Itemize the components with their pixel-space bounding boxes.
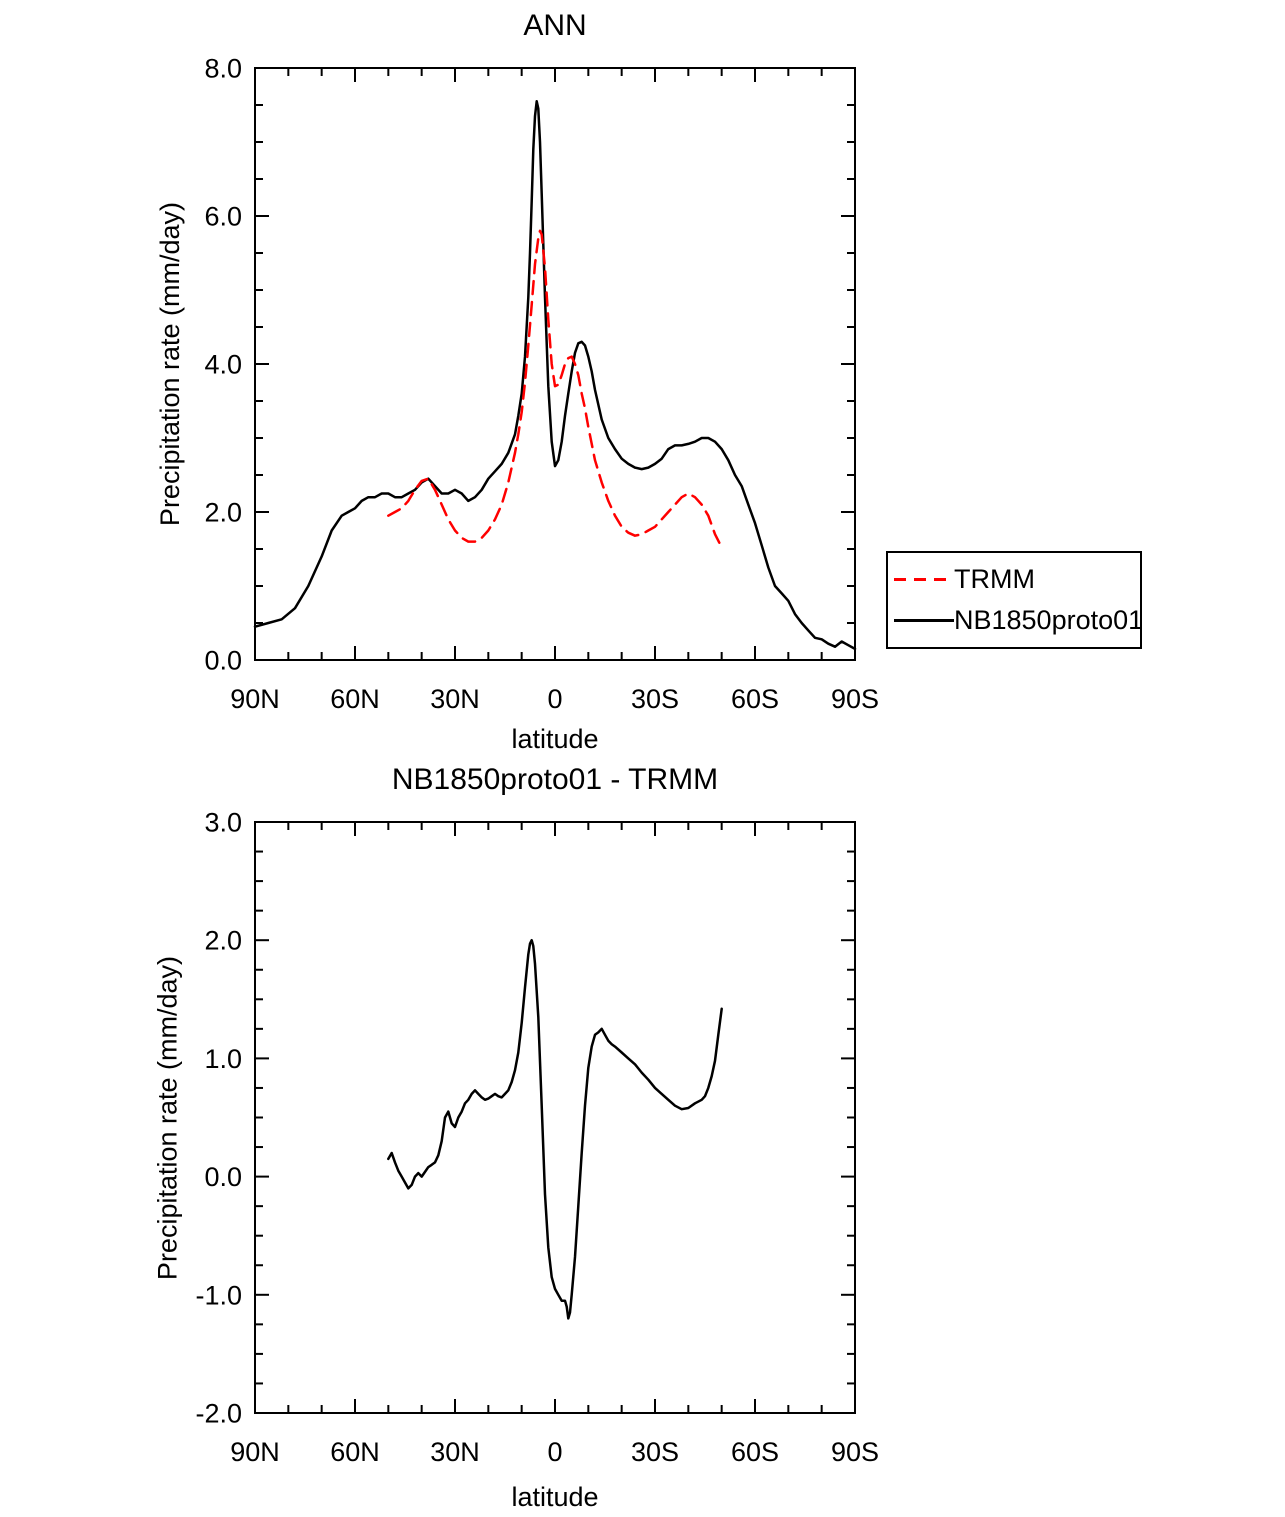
- legend-label-trmm: TRMM: [954, 563, 1035, 594]
- ann-panel: ANN Precipitation rate (mm/day) 90N 60N 30…: [155, 9, 1144, 754]
- series-line-1: [387, 229, 723, 549]
- svg-text:0.0: 0.0: [204, 1162, 242, 1192]
- svg-text:90S: 90S: [831, 1437, 879, 1467]
- svg-text:0: 0: [547, 1437, 562, 1467]
- svg-text:30N: 30N: [430, 1437, 480, 1467]
- ann-plot-area: 90N 60N 30N 0 30S 60S 90S 0.0 2.0 4.0 6.0 8.0: [204, 53, 879, 714]
- svg-text:3.0: 3.0: [204, 807, 242, 837]
- series-line-0: [253, 100, 857, 651]
- svg-text:4.0: 4.0: [204, 349, 242, 379]
- difference-panel: NB1850proto01 - TRMM Precipitation rate …: [0, 760, 1285, 1517]
- trmm-line-sample-icon: [894, 577, 954, 581]
- legend-entry-trmm: TRMM: [888, 564, 1140, 595]
- svg-text:2.0: 2.0: [204, 497, 242, 527]
- nb1850proto01-line-sample-icon: [894, 619, 954, 623]
- svg-text:90N: 90N: [230, 684, 280, 714]
- ann-x-axis-label: latitude: [511, 724, 599, 754]
- svg-text:60S: 60S: [731, 1437, 779, 1467]
- svg-text:-1.0: -1.0: [195, 1280, 242, 1310]
- svg-text:30S: 30S: [631, 684, 679, 714]
- legend-label-nb1850proto01: NB1850proto01: [954, 605, 1144, 636]
- svg-text:8.0: 8.0: [204, 53, 242, 83]
- svg-text:90N: 90N: [230, 1437, 280, 1467]
- legend-entry-nb1850proto01: NB1850proto01: [888, 605, 1144, 636]
- svg-text:60S: 60S: [731, 684, 779, 714]
- svg-text:90S: 90S: [831, 684, 879, 714]
- difference-title: NB1850proto01 - TRMM: [391, 763, 719, 796]
- svg-text:30N: 30N: [430, 684, 480, 714]
- svg-text:6.0: 6.0: [204, 201, 242, 231]
- svg-text:0.0: 0.0: [204, 645, 242, 675]
- svg-text:30S: 30S: [631, 1437, 679, 1467]
- difference-plot-area: 90N 60N 30N 0 30S 60S 90S -2.0 -1.0 0.0 1.0 2.0 3.0: [195, 807, 879, 1467]
- svg-text:2.0: 2.0: [204, 926, 242, 956]
- ann-title: ANN: [523, 9, 587, 42]
- svg-text:0: 0: [547, 684, 562, 714]
- svg-text:60N: 60N: [330, 684, 380, 714]
- svg-text:60N: 60N: [330, 1437, 380, 1467]
- svg-text:1.0: 1.0: [204, 1044, 242, 1074]
- legend-box: TRMM NB1850proto01: [886, 551, 1144, 649]
- series-line-0: [387, 938, 723, 1320]
- difference-x-axis-label: latitude: [511, 1482, 599, 1512]
- svg-text:-2.0: -2.0: [195, 1398, 242, 1428]
